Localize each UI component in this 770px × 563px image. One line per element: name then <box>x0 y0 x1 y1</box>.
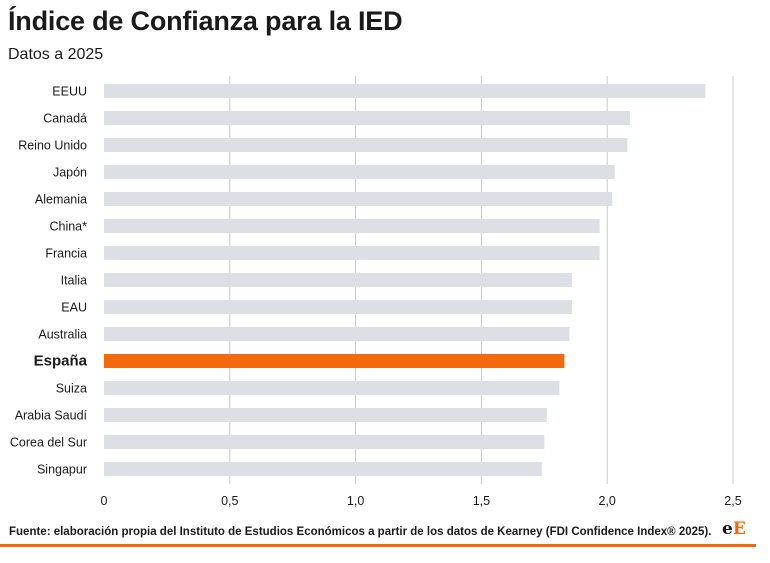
category-label: Singapur <box>37 463 87 477</box>
category-label: Australia <box>38 328 87 342</box>
x-tick-label: 1,0 <box>347 494 364 508</box>
category-label: EEUU <box>52 85 87 99</box>
logo-letter-E: E <box>732 519 746 539</box>
x-tick-label: 0,5 <box>221 494 238 508</box>
category-label: Japón <box>53 166 87 180</box>
bar <box>104 111 630 125</box>
x-tick-label: 2,5 <box>724 494 741 508</box>
bar <box>104 84 706 98</box>
bar <box>104 408 547 422</box>
footer-accent-line <box>0 544 756 547</box>
source-note: Fuente: elaboración propia del Instituto… <box>9 526 712 538</box>
category-label: China* <box>49 220 87 234</box>
bar-chart: EEUU Canadá Reino Unido Japón Alemania China*… <box>10 76 742 508</box>
category-label: Suiza <box>56 382 87 396</box>
bar <box>104 327 570 341</box>
bar <box>104 192 613 206</box>
logo-letter-e: e <box>722 519 733 539</box>
bar <box>104 138 628 152</box>
category-label: Corea del Sur <box>10 436 87 450</box>
x-tick-label: 1,5 <box>473 494 490 508</box>
bar <box>104 273 572 287</box>
bar <box>104 300 572 314</box>
bar <box>104 219 600 233</box>
chart-title: Índice de Confianza para la IED <box>8 6 403 36</box>
bar <box>104 381 560 395</box>
bar <box>104 165 615 179</box>
category-label: Arabia Saudí <box>15 409 88 423</box>
category-label: Reino Unido <box>18 139 87 153</box>
category-label: España <box>34 353 88 370</box>
brand-logo: eE <box>722 519 746 539</box>
x-axis-ticks: 0 0,5 1,0 1,5 2,0 2,5 <box>101 494 742 508</box>
bar <box>104 462 542 476</box>
category-label: Italia <box>61 274 87 288</box>
x-tick-label: 2,0 <box>599 494 616 508</box>
bar <box>104 435 545 449</box>
category-label: Francia <box>45 247 87 261</box>
category-label: EAU <box>61 301 87 315</box>
category-label: Canadá <box>43 112 87 126</box>
category-label: Alemania <box>35 193 87 207</box>
chart-subtitle: Datos a 2025 <box>8 46 104 63</box>
bar-highlight <box>104 354 565 368</box>
bar <box>104 246 600 260</box>
category-labels: EEUU Canadá Reino Unido Japón Alemania China*… <box>10 85 88 477</box>
bars-layer <box>104 84 706 476</box>
x-tick-label: 0 <box>101 494 108 508</box>
